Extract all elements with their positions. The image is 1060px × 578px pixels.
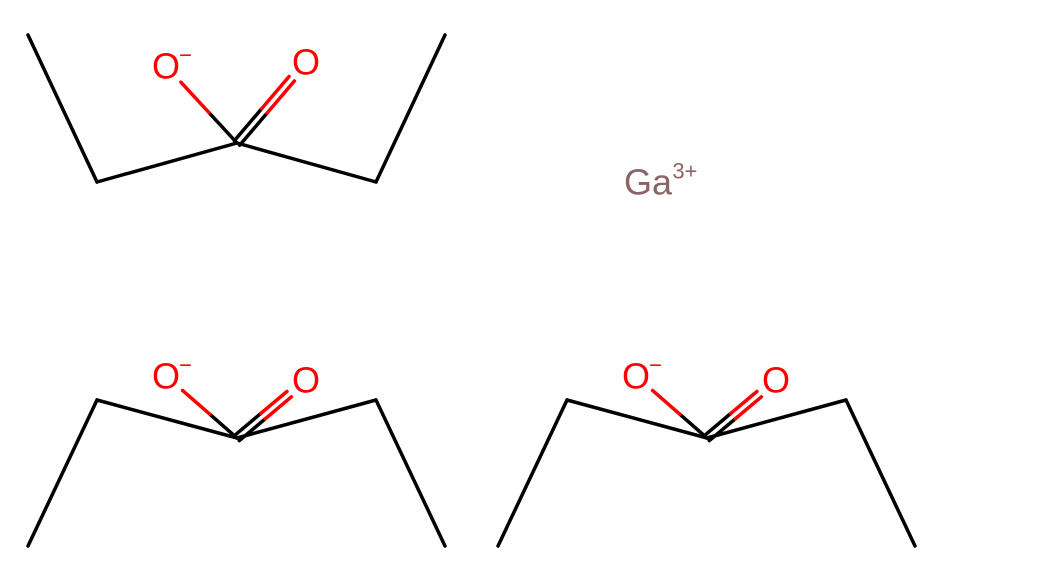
atom-o2a: O− (152, 353, 192, 397)
svg-text:3+: 3+ (672, 159, 697, 184)
atom-o1a: O− (152, 43, 192, 87)
svg-text:−: − (179, 43, 192, 68)
atom-o3a: O− (622, 353, 662, 397)
svg-text:O: O (292, 360, 320, 401)
svg-text:−: − (179, 353, 192, 378)
svg-text:O: O (152, 46, 180, 87)
svg-text:Ga: Ga (624, 162, 673, 203)
atom-o3b: O (762, 360, 790, 401)
atom-ga: Ga3+ (624, 159, 697, 203)
svg-text:−: − (649, 353, 662, 378)
atom-o1b: O (292, 42, 320, 83)
molecular-structure-diagram: Ga3+O−OO−OO−O (0, 0, 1060, 578)
atom-o2b: O (292, 360, 320, 401)
svg-text:O: O (762, 360, 790, 401)
svg-text:O: O (622, 356, 650, 397)
svg-text:O: O (292, 42, 320, 83)
svg-text:O: O (152, 356, 180, 397)
